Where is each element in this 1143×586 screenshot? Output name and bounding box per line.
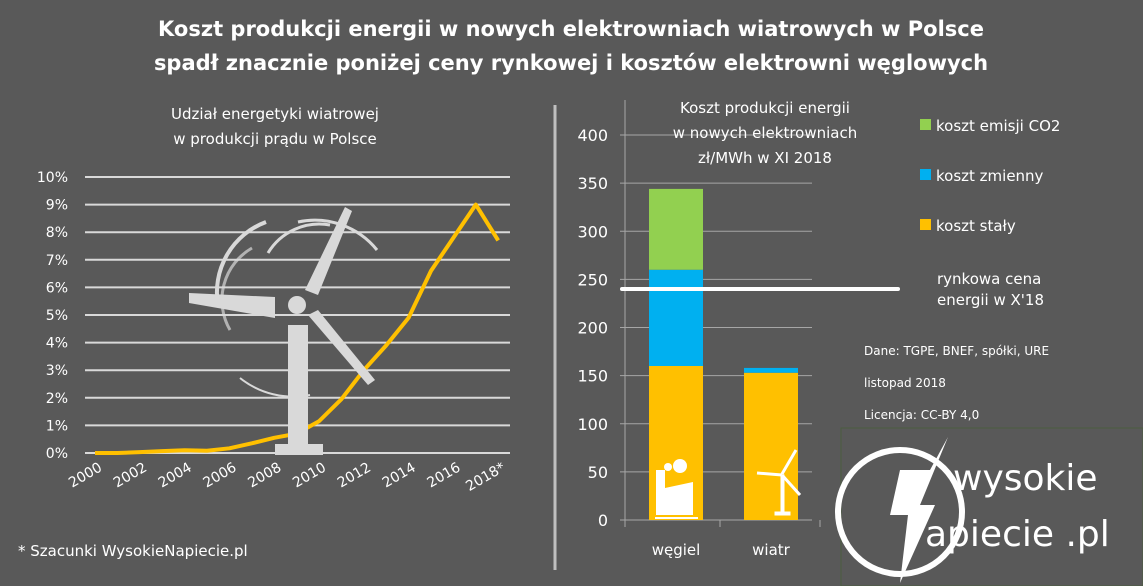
y-tick-label: 3% bbox=[46, 363, 68, 379]
y-tick-label: 0 bbox=[598, 511, 608, 530]
bar-chart: 0 50 100 150 200 250 300 350 400 węgiel wiatr koszt… bbox=[577, 100, 1060, 559]
main-title-line-1: Koszt produkcji energii w nowych elektro… bbox=[158, 17, 984, 41]
bar-koszt-stały bbox=[744, 372, 798, 520]
y-tick-label: 2% bbox=[46, 391, 68, 407]
logo: wysokie apiecie .pl bbox=[835, 427, 1143, 586]
logo-text-2: apiecie .pl bbox=[925, 514, 1110, 555]
source-data: Dane: TGPE, BNEF, spółki, URE bbox=[864, 344, 1049, 358]
bar-koszt-emisji-CO2 bbox=[649, 188, 703, 270]
legend-label: koszt stały bbox=[936, 217, 1016, 235]
x-tick-label: 2002 bbox=[111, 460, 150, 492]
category-label: wiatr bbox=[752, 541, 791, 559]
y-tick-label: 100 bbox=[577, 415, 608, 434]
smoke bbox=[664, 463, 672, 471]
x-tick-label: 2010 bbox=[290, 460, 329, 492]
legend-label: koszt zmienny bbox=[936, 167, 1044, 185]
x-tick-label: 2008 bbox=[245, 460, 284, 492]
base bbox=[774, 511, 791, 516]
logo-text-1: wysokie bbox=[953, 458, 1098, 499]
x-tick-label: 2004 bbox=[156, 460, 195, 492]
bar-chart-title-1: Koszt produkcji energii bbox=[680, 99, 850, 117]
x-tick-label: 2014 bbox=[380, 460, 419, 492]
y-tick-label: 7% bbox=[46, 253, 68, 269]
footnote: * Szacunki WysokieNapiecie.pl bbox=[18, 542, 248, 560]
tower bbox=[780, 474, 785, 514]
y-tick-label: 4% bbox=[46, 336, 68, 352]
reference-label-2: energii w X'18 bbox=[937, 291, 1044, 309]
blade bbox=[780, 449, 798, 475]
smoke bbox=[673, 459, 687, 473]
x-tick-label: 2016 bbox=[425, 460, 464, 492]
bar-koszt-zmienny bbox=[649, 269, 703, 366]
y-tick-label: 250 bbox=[577, 270, 608, 289]
line-chart: 0%1%2%3%4%5%6%7%8%9%10%2000 2002 2004 2006 2… bbox=[37, 170, 510, 495]
main-title-line-2: spadł znacznie poniżej ceny rynkowej i k… bbox=[154, 51, 988, 75]
line-chart-title-1: Udział energetyki wiatrowej bbox=[171, 105, 379, 123]
x-tick-label: 2018* bbox=[463, 460, 508, 495]
y-tick-label: 0% bbox=[46, 446, 68, 462]
category-label: węgiel bbox=[652, 541, 701, 559]
source-date: listopad 2018 bbox=[864, 376, 946, 390]
x-tick-label: 2006 bbox=[201, 460, 240, 492]
wind-turbine-icon bbox=[756, 449, 802, 516]
y-tick-label: 300 bbox=[577, 222, 608, 241]
legend-label: koszt emisji CO2 bbox=[936, 117, 1060, 135]
bar-chart-title-2: w nowych elektrowniach bbox=[673, 124, 857, 142]
y-tick-label: 150 bbox=[577, 367, 608, 386]
factory-icon bbox=[655, 459, 698, 519]
blade bbox=[756, 471, 783, 477]
line-chart-title-2: w produkcji prądu w Polsce bbox=[173, 130, 377, 148]
y-tick-label: 1% bbox=[46, 418, 68, 434]
legend-swatch bbox=[920, 119, 931, 130]
legend-swatch bbox=[920, 219, 931, 230]
y-tick-label: 8% bbox=[46, 225, 68, 241]
y-tick-label: 9% bbox=[46, 198, 68, 214]
bar-chart-title-3: zł/MWh w XI 2018 bbox=[698, 149, 832, 167]
y-tick-label: 50 bbox=[588, 463, 608, 482]
wind-turbine-icon bbox=[189, 207, 379, 455]
y-tick-label: 350 bbox=[577, 174, 608, 193]
legend-swatch bbox=[920, 169, 931, 180]
x-tick-label: 2000 bbox=[66, 460, 105, 492]
factory-body bbox=[656, 470, 693, 515]
reference-label-1: rynkowa cena bbox=[937, 270, 1041, 288]
y-tick-label: 200 bbox=[577, 319, 608, 338]
bar-koszt-zmienny bbox=[744, 367, 798, 373]
factory-base bbox=[655, 517, 698, 519]
blade bbox=[780, 473, 802, 497]
y-tick-label: 400 bbox=[577, 126, 608, 145]
y-tick-label: 10% bbox=[37, 170, 68, 186]
y-tick-label: 5% bbox=[46, 308, 68, 324]
source-license: Licencja: CC-BY 4,0 bbox=[864, 408, 979, 422]
y-tick-label: 6% bbox=[46, 280, 68, 296]
x-tick-label: 2012 bbox=[335, 460, 374, 492]
